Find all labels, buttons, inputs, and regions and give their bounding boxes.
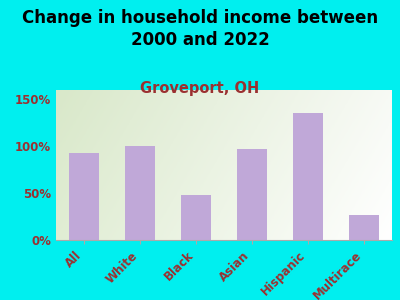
Bar <box>293 113 324 240</box>
Text: Groveport, OH: Groveport, OH <box>140 81 260 96</box>
Bar <box>125 146 155 240</box>
Text: Change in household income between
2000 and 2022: Change in household income between 2000 … <box>22 9 378 49</box>
Bar <box>348 215 379 240</box>
Bar <box>69 153 100 240</box>
Bar <box>181 195 212 240</box>
Bar <box>237 149 268 240</box>
